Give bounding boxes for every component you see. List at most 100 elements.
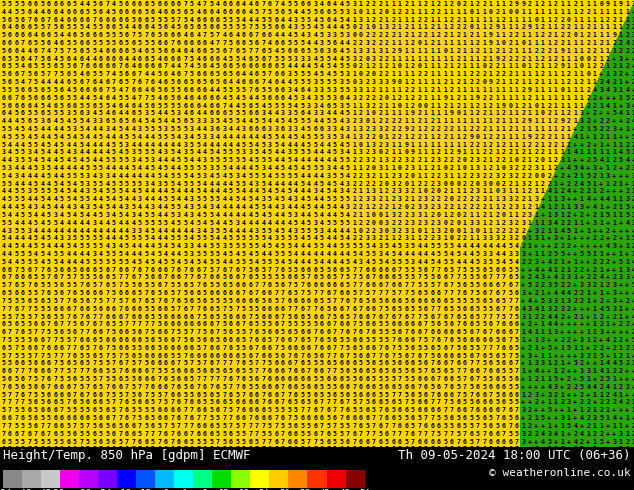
Text: 5: 5	[553, 376, 558, 382]
Text: 5: 5	[339, 337, 343, 343]
Text: 5: 5	[261, 227, 265, 234]
Text: 7: 7	[339, 329, 343, 335]
Text: 2: 2	[508, 71, 512, 77]
Text: 4: 4	[313, 196, 317, 202]
Text: 7: 7	[385, 423, 389, 429]
Text: 6: 6	[138, 439, 142, 444]
Text: 4: 4	[40, 173, 44, 179]
Text: 6: 6	[53, 407, 57, 413]
Text: 5: 5	[203, 290, 207, 296]
Text: 2: 2	[625, 189, 630, 195]
Text: 5: 5	[60, 439, 64, 444]
Text: 6: 6	[183, 9, 187, 15]
Text: 6: 6	[385, 298, 389, 304]
Text: 6: 6	[131, 423, 135, 429]
Text: 6: 6	[417, 439, 421, 444]
Text: 6: 6	[99, 392, 103, 398]
Text: 7: 7	[501, 431, 506, 437]
Text: 5: 5	[216, 165, 220, 171]
Text: 1: 1	[573, 48, 577, 54]
Text: 5: 5	[119, 95, 122, 100]
Text: 5: 5	[209, 259, 213, 265]
Text: 6: 6	[249, 79, 252, 85]
Text: 5: 5	[138, 189, 142, 195]
Text: 1: 1	[547, 71, 551, 77]
Text: 1: 1	[515, 181, 519, 187]
Text: 6: 6	[66, 439, 70, 444]
Text: 2: 2	[469, 32, 473, 38]
Text: 6: 6	[404, 314, 408, 319]
Text: 7: 7	[249, 24, 252, 30]
Text: 6: 6	[86, 71, 90, 77]
Text: 6: 6	[216, 446, 220, 452]
Text: +: +	[527, 290, 532, 296]
Text: 2: 2	[385, 204, 389, 210]
Text: 5: 5	[268, 407, 272, 413]
Text: 2: 2	[443, 189, 447, 195]
Text: 5: 5	[255, 102, 259, 108]
Text: 6: 6	[145, 439, 148, 444]
Text: 4: 4	[287, 204, 291, 210]
Text: 2: 2	[463, 181, 467, 187]
Text: +: +	[573, 157, 577, 163]
Text: 4: 4	[34, 251, 38, 257]
Text: 6: 6	[53, 415, 57, 421]
Text: 5: 5	[216, 243, 220, 249]
Text: 5: 5	[327, 337, 330, 343]
Text: 5: 5	[365, 243, 369, 249]
Text: 5: 5	[112, 220, 116, 226]
Text: 7: 7	[47, 423, 51, 429]
Text: 5: 5	[86, 157, 90, 163]
Text: 5: 5	[346, 110, 350, 116]
Text: 5: 5	[287, 56, 291, 62]
Text: 4: 4	[53, 118, 57, 124]
Text: 6: 6	[385, 407, 389, 413]
Text: +: +	[573, 329, 577, 335]
Text: 7: 7	[417, 423, 421, 429]
Text: 3: 3	[553, 298, 558, 304]
Text: 7: 7	[281, 392, 285, 398]
Text: 3: 3	[482, 196, 486, 202]
Text: 3: 3	[579, 110, 584, 116]
Text: 3: 3	[93, 220, 96, 226]
Text: 1: 1	[437, 118, 441, 124]
Text: 4: 4	[119, 165, 122, 171]
Text: 5: 5	[216, 71, 220, 77]
Text: 0: 0	[359, 9, 363, 15]
Text: +: +	[612, 267, 616, 272]
Text: 4: 4	[294, 181, 298, 187]
Text: 5: 5	[131, 329, 135, 335]
Text: 0: 0	[404, 204, 408, 210]
Text: 2: 2	[404, 212, 408, 218]
Text: 7: 7	[40, 353, 44, 359]
Text: 5: 5	[138, 407, 142, 413]
Text: 7: 7	[223, 415, 226, 421]
Text: 6: 6	[203, 56, 207, 62]
Text: 1: 1	[567, 48, 571, 54]
Text: 4: 4	[209, 87, 213, 93]
Text: 6: 6	[8, 32, 12, 38]
Text: 6: 6	[301, 337, 304, 343]
Text: +: +	[553, 407, 558, 413]
Text: 6: 6	[365, 392, 369, 398]
Text: 1: 1	[567, 407, 571, 413]
Text: 1: 1	[508, 118, 512, 124]
Text: 4: 4	[541, 204, 545, 210]
Text: 6: 6	[268, 306, 272, 312]
Text: 6: 6	[151, 267, 155, 272]
Text: 5: 5	[119, 196, 122, 202]
Text: 2: 2	[553, 56, 558, 62]
Text: 1: 1	[437, 17, 441, 23]
Text: 1: 1	[612, 196, 616, 202]
Text: 1: 1	[560, 71, 564, 77]
Text: 0: 0	[417, 63, 421, 70]
Text: 4: 4	[34, 102, 38, 108]
Text: 5: 5	[164, 220, 168, 226]
Text: 4: 4	[79, 95, 83, 100]
Text: 3: 3	[60, 235, 64, 242]
Text: +: +	[612, 251, 616, 257]
Text: 6: 6	[430, 376, 434, 382]
Text: +: +	[573, 392, 577, 398]
Text: 7: 7	[501, 290, 506, 296]
Text: 5: 5	[1, 212, 5, 218]
